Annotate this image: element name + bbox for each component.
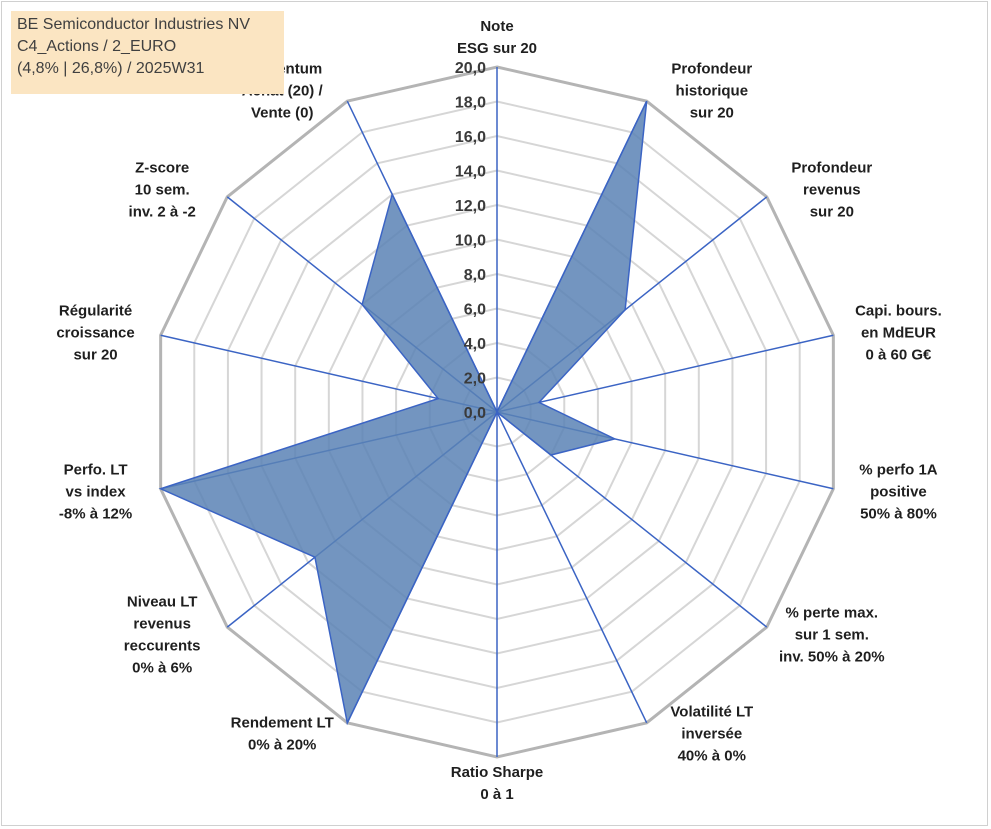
tick-label: 16,0 [455,129,486,146]
axis-label-line: inv. 2 à -2 [129,203,196,220]
axis-label-line: Niveau LT [127,594,198,611]
axis-label-line: reccurents [124,638,201,655]
axis-label-line: sur 1 sem. [795,627,869,644]
tick-label: 6,0 [464,302,486,319]
axis-label-line: Ratio Sharpe [451,764,544,781]
axis-label-line: Volatilité LT [670,704,753,721]
fund-info-box: BE Semiconductor Industries NV C4_Action… [11,11,284,94]
axis-label-line: ESG sur 20 [457,40,537,57]
axis-label-line: Régularité [59,303,132,320]
axis-label-line: Note [480,18,513,35]
axis-label: Régularité croissance sur 20 [56,303,134,364]
axis-label-line: 0 à 1 [480,786,513,803]
axis-label-line: Vente (0) [251,104,314,121]
radar-tick-labels: 0,0 2,0 4,0 6,0 8,0 10,0 12,0 14,0 16,0 18,0 20,0 [455,60,486,422]
axis-label-line: % perte max. [786,605,879,622]
axis-label-line: inversée [681,726,742,743]
stats-line: (4,8% | 26,8%) / 2025W31 [17,60,205,77]
axis-label-line: 10 sem. [135,181,190,198]
axis-label: Note ESG sur 20 [457,18,537,57]
axis-label-line: 0 à 60 G€ [866,347,933,364]
axis-label-line: vs index [66,483,127,500]
axis-label: Ratio Sharpe 0 à 1 [451,764,544,803]
axis-label-line: 50% à 80% [860,505,937,522]
axis-label-line: -8% à 12% [59,505,132,522]
tick-label: 20,0 [455,60,486,77]
tick-label: 0,0 [464,405,486,422]
axis-label: Perfo. LT vs index -8% à 12% [59,461,132,522]
tick-label: 4,0 [464,336,486,353]
axis-label-line: Perfo. LT [64,461,128,478]
axis-label: Rendement LT 0% à 20% [231,715,334,754]
axis-label: % perte max. sur 1 sem. inv. 50% à 20% [779,605,885,666]
axis-label-line: inv. 50% à 20% [779,649,885,666]
axis-label-line: 0% à 6% [132,660,192,677]
tick-label: 18,0 [455,95,486,112]
axis-label-line: sur 20 [810,203,854,220]
axis-label: Z-score 10 sem. inv. 2 à -2 [129,159,196,220]
company-name: BE Semiconductor Industries NV [17,16,250,33]
axis-label-line: Profondeur [671,60,752,77]
axis-label-line: en MdEUR [861,325,936,342]
axis-label-line: historique [676,82,749,99]
axis-label: % perfo 1A positive 50% à 80% [859,461,938,522]
tick-label: 10,0 [455,233,486,250]
axis-label: Capi. bours. en MdEUR 0 à 60 G€ [855,303,942,364]
tick-label: 8,0 [464,267,486,284]
radar-axis-labels: Note ESG sur 20 Profondeur historique sur 20… [56,18,941,803]
axis-label-line: sur 20 [690,104,734,121]
axis-label-line: 40% à 0% [678,748,746,765]
axis-label-line: Z-score [135,159,189,176]
axis-label: Niveau LT revenus reccurents 0% à 6% [124,594,201,677]
axis-label-line: positive [870,483,927,500]
axis-spoke [496,334,834,413]
tick-label: 12,0 [455,198,486,215]
axis-label-line: revenus [803,181,861,198]
series-area [158,100,648,726]
tick-label: 2,0 [464,371,486,388]
axis-label: Volatilité LT inversée 40% à 0% [670,704,753,765]
axis-label: Profondeur historique sur 20 [671,60,752,121]
axis-label-line: croissance [56,325,134,342]
axis-label-line: % perfo 1A [859,461,938,478]
axis-label-line: Rendement LT [231,715,334,732]
axis-label-line: revenus [133,616,191,633]
axis-label-line: sur 20 [73,347,117,364]
radar-series [158,100,648,726]
axis-label: Profondeur revenus sur 20 [791,159,872,220]
axis-label-line: Capi. bours. [855,303,942,320]
axis-spoke [496,411,648,724]
axis-label-line: Profondeur [791,159,872,176]
tick-label: 14,0 [455,164,486,181]
category-line: C4_Actions / 2_EURO [17,38,177,55]
axis-label-line: 0% à 20% [248,737,316,754]
